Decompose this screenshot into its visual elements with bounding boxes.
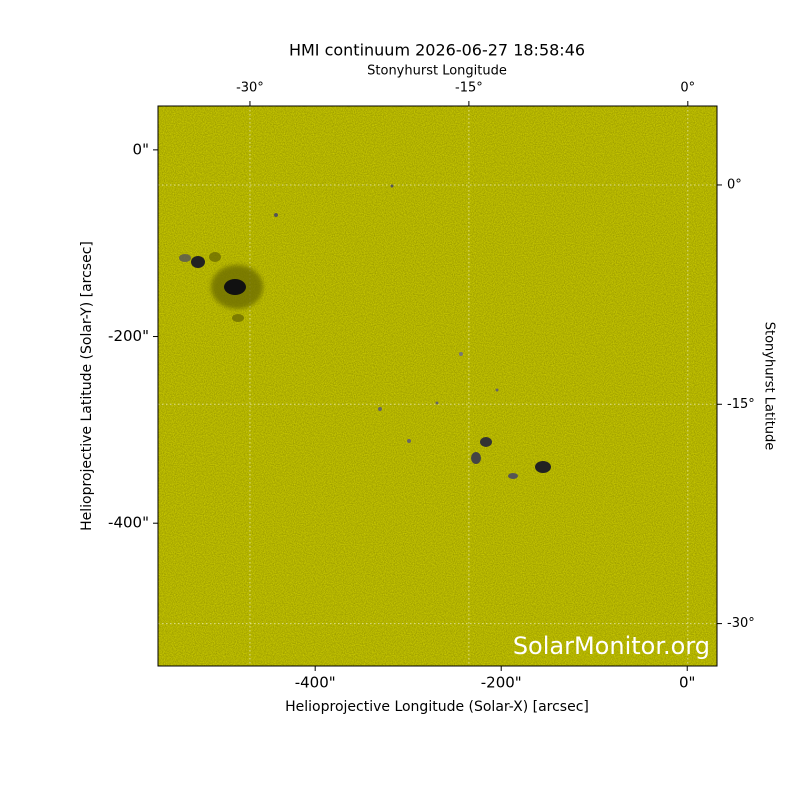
watermark: SolarMonitor.org — [513, 632, 710, 660]
y2-axis-label: Stonyhurst Latitude — [762, 322, 777, 451]
plot-frame — [157, 105, 718, 667]
y-tick-label: -400" — [108, 514, 149, 532]
x2-tick-label: 0° — [680, 81, 695, 96]
y2-tick-label: -15° — [727, 397, 755, 412]
x-tick-label: 0" — [679, 674, 695, 692]
y2-tick-label: 0° — [727, 177, 742, 192]
x-tick-label: -400" — [295, 674, 336, 692]
x-axis-label: Helioprojective Longitude (Solar-X) [arc… — [285, 699, 589, 715]
x2-tick-label: -15° — [455, 81, 483, 96]
y-tick-label: 0" — [133, 140, 149, 158]
sunspots — [179, 184, 551, 479]
y-tick-label: -200" — [108, 327, 149, 345]
x2-axis-label: Stonyhurst Longitude — [367, 64, 507, 79]
y2-tick-label: -30° — [727, 616, 755, 631]
texture — [158, 106, 717, 666]
y-axis-label: Helioprojective Latitude (Solar-Y) [arcs… — [79, 241, 95, 531]
chart-title: HMI continuum 2026-06-27 18:58:46 — [289, 41, 585, 60]
x2-tick-label: -30° — [236, 81, 264, 96]
x-tick-label: -200" — [481, 674, 522, 692]
